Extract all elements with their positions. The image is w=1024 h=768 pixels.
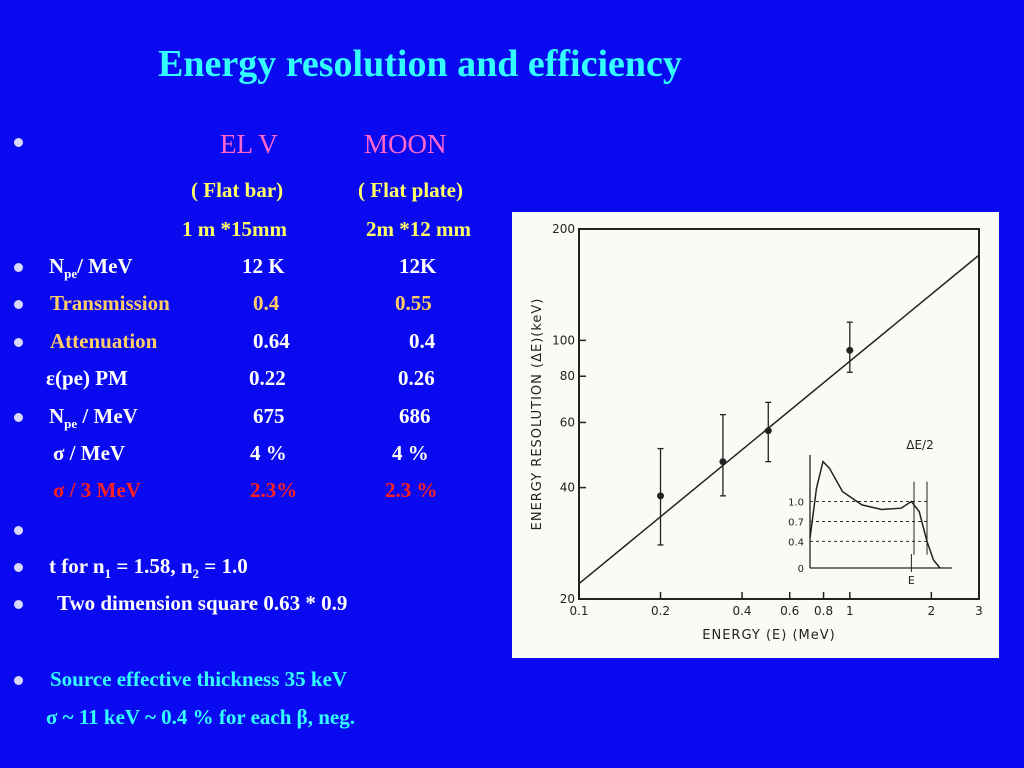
plot-frame <box>578 228 980 600</box>
bullet <box>14 563 23 572</box>
row-attenuation-v1: 0.64 <box>253 329 290 353</box>
header-col2-dim: 2m *12 mm <box>366 217 471 241</box>
npe-symbol: N <box>49 404 65 428</box>
y-tick-label: 100 <box>552 333 575 347</box>
data-point <box>719 458 727 466</box>
x-tick-label: 3 <box>975 604 983 618</box>
npe-subscript: pe <box>64 416 78 431</box>
npe-subscript: pe <box>64 266 78 281</box>
note-t-line: t for n1 = 1.58, n2 = 1.0 <box>49 554 248 581</box>
page-title: Energy resolution and efficiency <box>158 43 682 85</box>
data-point <box>657 492 665 500</box>
note-t-c: = 1.0 <box>199 554 248 578</box>
y-axis-label: ENERGY RESOLUTION (ΔE)(keV) <box>530 298 545 531</box>
inset-annotation: ΔE/2 <box>906 438 933 452</box>
note-source: Source effective thickness 35 keV <box>50 667 348 691</box>
header-col2-sub: ( Flat plate) <box>358 178 463 202</box>
y-tick-label: 200 <box>552 222 575 236</box>
note-sigma-line: σ ~ 11 keV ~ 0.4 % for each β, neg. <box>46 705 355 729</box>
fit-line <box>578 254 980 585</box>
y-tick-label: 80 <box>560 369 575 383</box>
y-tick-label: 20 <box>560 592 575 606</box>
row-transmission-v2: 0.55 <box>395 291 432 315</box>
row-npe2-v1: 675 <box>253 404 285 428</box>
row-sigma3-v2: 2.3 % <box>385 478 438 502</box>
bullet <box>14 413 23 422</box>
note-t-sub1: 1 <box>104 566 112 581</box>
bullet <box>14 676 23 685</box>
chart-panel: 0.1 0.2 0.4 0.6 0.8 1 2 3 20 40 60 80 100 200 ENERGY (… <box>512 212 999 658</box>
note-t-b: = 1.58, n <box>111 554 193 578</box>
x-tick-label: 1 <box>846 604 854 618</box>
bullet <box>14 263 23 272</box>
inset-y-tick-label: 0 <box>798 564 804 575</box>
row-sigma3-v1: 2.3% <box>250 478 298 502</box>
bullet <box>14 138 23 147</box>
bullet <box>14 300 23 309</box>
bullet <box>14 338 23 347</box>
row-attenuation-label: Attenuation <box>50 329 158 353</box>
x-tick-label: 0.6 <box>780 604 799 618</box>
bullet <box>14 600 23 609</box>
inset-marker-label: E <box>908 574 915 587</box>
note-t-a: t for n <box>49 554 105 578</box>
row-npe1-v2: 12K <box>399 254 437 278</box>
row-transmission-label: Transmission <box>50 291 170 315</box>
y-tick-label: 60 <box>560 415 575 429</box>
inset-y-tick-label: 1.0 <box>788 498 804 509</box>
x-tick-label: 0.4 <box>732 604 751 618</box>
x-tick-label: 0.1 <box>569 604 588 618</box>
x-tick-label: 0.8 <box>814 604 833 618</box>
inset-y-tick-label: 0.4 <box>788 537 804 548</box>
row-sigma3-label: σ / 3 MeV <box>53 478 141 502</box>
note-two-dim: Two dimension square 0.63 * 0.9 <box>57 591 348 615</box>
bullet <box>14 526 23 535</box>
header-col2: MOON <box>364 129 447 159</box>
energy-resolution-chart: 0.1 0.2 0.4 0.6 0.8 1 2 3 20 40 60 80 100 200 ENERGY (… <box>530 222 983 643</box>
data-point <box>846 346 854 354</box>
x-axis-label: ENERGY (E) (MeV) <box>702 628 835 643</box>
row-attenuation-v2: 0.4 <box>409 329 436 353</box>
data-point <box>764 427 772 435</box>
row-eps-v2: 0.26 <box>398 366 435 390</box>
row-eps-label: ε(pe) PM <box>46 366 128 390</box>
row-npe1-v1: 12 K <box>242 254 285 278</box>
npe-unit: / MeV <box>77 254 133 278</box>
row-eps-v1: 0.22 <box>249 366 286 390</box>
header-col1: EL V <box>220 129 278 159</box>
note-t-sub2: 2 <box>192 566 200 581</box>
y-tick-label: 40 <box>560 481 575 495</box>
x-tick-label: 0.2 <box>651 604 670 618</box>
row-npe2-label: Npe / MeV <box>49 404 138 431</box>
npe-unit: / MeV <box>77 404 138 428</box>
npe-symbol: N <box>49 254 65 278</box>
inset-curve <box>809 460 941 569</box>
row-npe1-label: Npe/ MeV <box>49 254 133 281</box>
header-col1-dim: 1 m *15mm <box>182 217 287 241</box>
row-transmission-v1: 0.4 <box>253 291 280 315</box>
x-tick-label: 2 <box>927 604 935 618</box>
row-sigma-v1: 4 % <box>250 441 287 465</box>
inset-y-tick-label: 0.7 <box>788 517 804 528</box>
row-sigma-label: σ / MeV <box>53 441 126 465</box>
header-col1-sub: ( Flat bar) <box>191 178 284 202</box>
row-npe2-v2: 686 <box>399 404 431 428</box>
row-sigma-v2: 4 % <box>392 441 429 465</box>
